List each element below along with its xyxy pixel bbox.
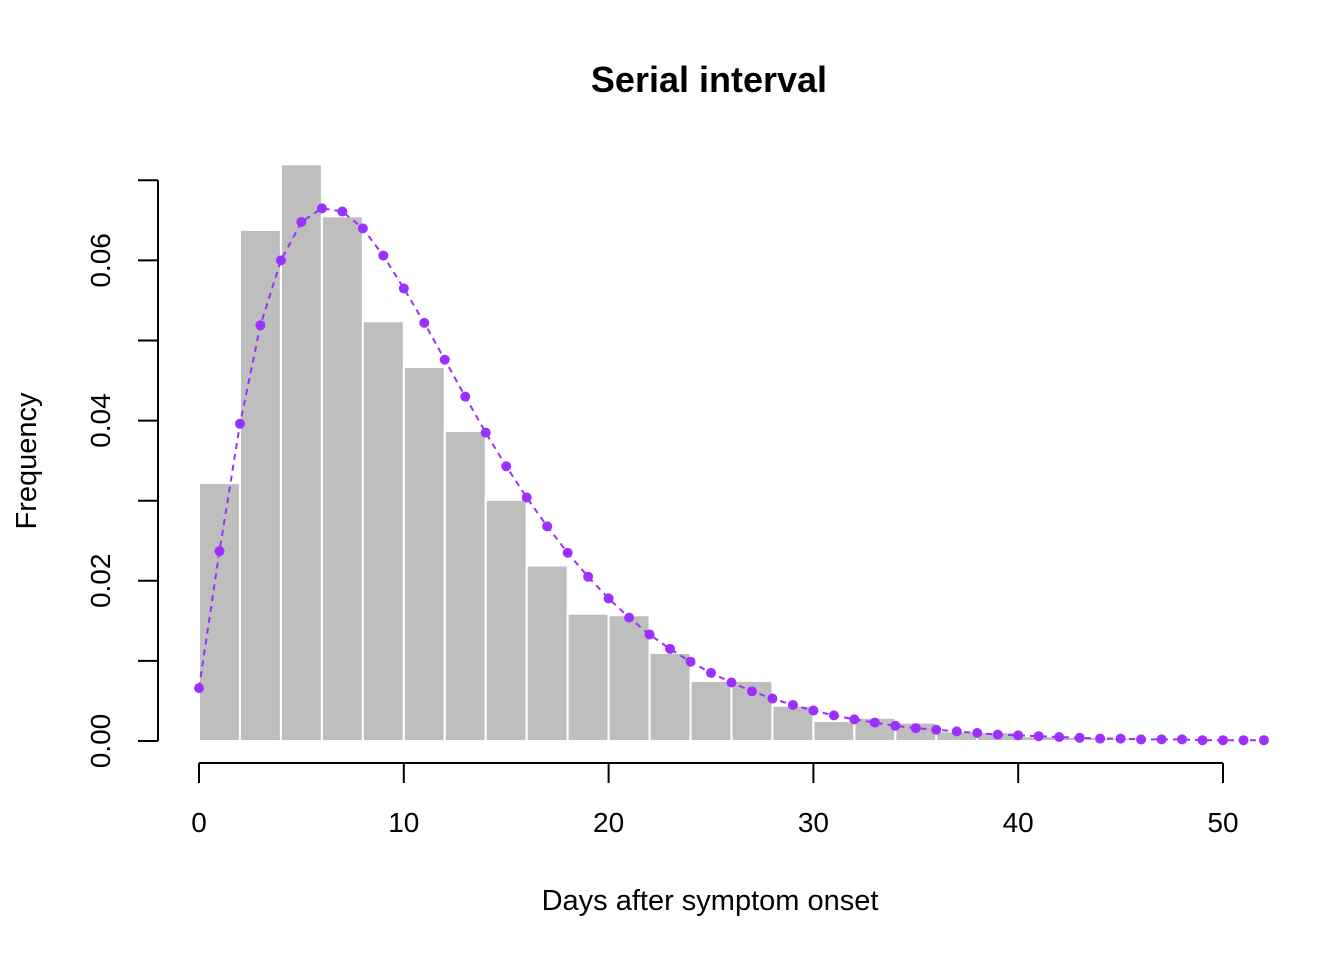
y-tick-label: 0.04 [85,393,116,448]
histogram-bar [689,679,733,742]
x-axis: 0 10 20 30 40 50 [191,762,1239,838]
y-tick-label: 0.00 [85,714,116,769]
fitted-point [767,693,778,704]
histogram-bar [607,614,651,742]
histogram-bar [771,704,815,742]
fitted-point [849,714,860,725]
y-axis: 0.00 0.02 0.04 0.06 [85,179,159,769]
fitted-curve-points [194,203,1269,746]
x-axis-label: Days after symptom onset [542,885,879,917]
fitted-point [214,546,225,557]
fitted-point [194,683,204,694]
fitted-point [808,705,819,716]
fitted-point [1136,734,1147,745]
fitted-point [419,317,430,328]
x-tick-label: 0 [191,807,207,838]
fitted-point [521,492,532,503]
y-tick-label: 0.06 [85,233,116,288]
x-tick-label: 40 [1003,807,1034,838]
fitted-point [501,461,512,472]
fitted-point [603,593,614,604]
fitted-point [255,320,266,331]
fitted-point [787,699,798,710]
fitted-point [1218,735,1228,746]
fitted-point [542,521,553,532]
fitted-point [910,723,921,734]
fitted-point [562,547,573,558]
histogram-bar [198,482,241,742]
fitted-point [480,427,491,438]
fitted-point [234,418,245,429]
histogram-bar [279,163,323,742]
fitted-point [316,203,327,214]
fitted-point [706,667,716,678]
fitted-point [951,726,962,737]
fitted-point [1054,731,1065,742]
fitted-point [746,686,757,697]
histogram-bar [648,651,692,743]
fitted-point [685,656,696,667]
fitted-point [1177,734,1188,745]
x-tick-label: 30 [798,807,829,838]
histogram-bar [402,365,446,742]
fitted-point [378,250,389,261]
histogram-bar [238,228,282,742]
histogram-bar [320,215,364,743]
fitted-point [1033,731,1044,742]
fitted-point [869,717,880,728]
histogram-bars [198,163,1265,743]
fitted-point [931,724,942,735]
fitted-point [275,255,286,266]
fitted-point [439,354,450,365]
fitted-point [665,643,676,654]
fitted-point [992,729,1003,740]
fitted-point [1074,732,1085,743]
histogram-bar [812,719,856,742]
fitted-point [1238,735,1249,746]
fitted-point [890,720,901,731]
fitted-point [1095,733,1106,744]
histogram-bar [566,612,610,742]
histogram-bar [443,430,487,742]
fitted-point [828,710,839,721]
fitted-point [624,612,635,623]
fitted-point [1197,735,1208,746]
histogram-bar [484,498,528,742]
y-tick-label: 0.02 [85,554,116,609]
fitted-point [337,206,348,217]
fitted-point [644,629,655,640]
fitted-point [583,571,594,582]
fitted-point [398,283,409,294]
x-tick-label: 10 [388,807,419,838]
fitted-point [1258,735,1269,746]
fitted-point [1013,730,1024,741]
x-tick-label: 50 [1207,807,1238,838]
fitted-point [972,727,983,738]
x-tick-label: 20 [593,807,624,838]
fitted-point [460,391,471,402]
fitted-point [1115,733,1126,744]
chart-title: Serial interval [591,59,827,100]
y-axis-label: Frequency [11,392,43,530]
histogram-bar [361,320,405,742]
histogram-bar [525,564,569,742]
fitted-point [296,216,307,227]
fitted-point [1156,734,1167,745]
fitted-point [726,677,737,688]
fitted-point [357,223,368,234]
